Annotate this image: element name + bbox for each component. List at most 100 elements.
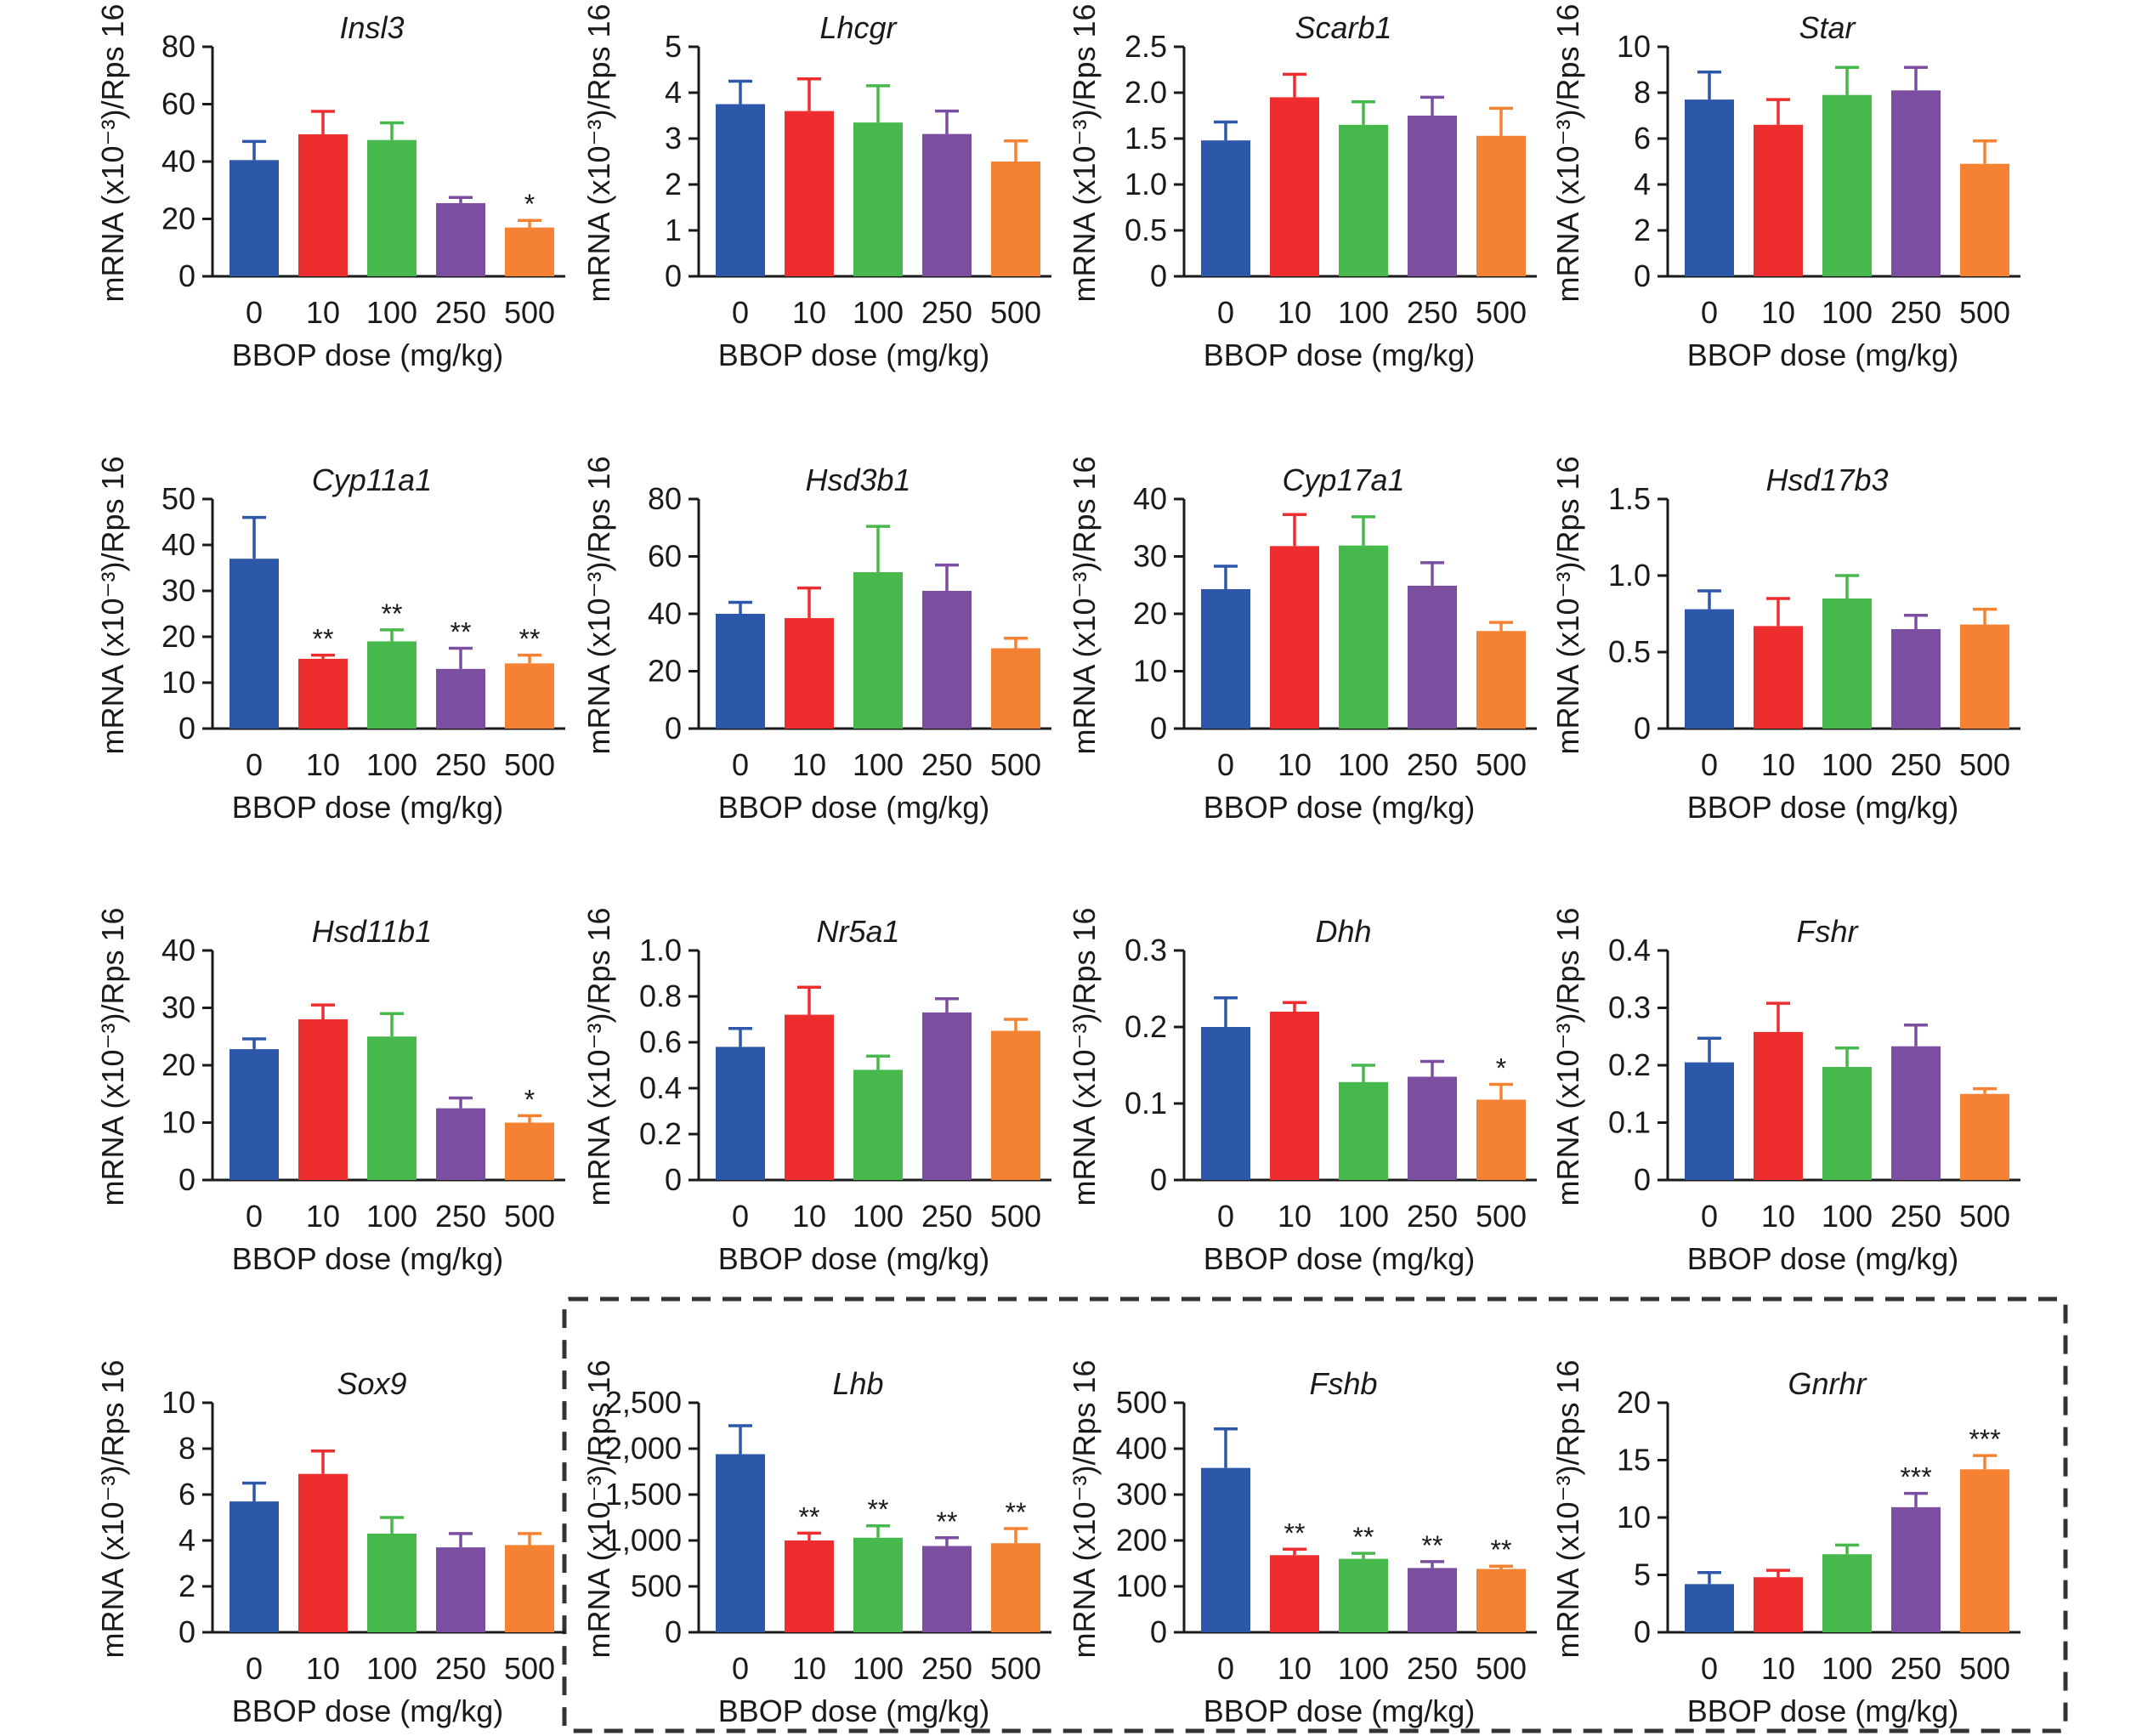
y-tick-label: 0 — [665, 711, 682, 746]
bar-500 — [505, 1545, 554, 1632]
chart-hsd11b1: Hsd11b1 mRNA (x10⁻³)/Rps 16 0 10 20 30 40 0 10 10… — [95, 907, 565, 1276]
pituitary-group-box — [562, 1296, 2068, 1733]
y-tick-label: 200 — [1116, 1523, 1167, 1557]
significance-label: ** — [1422, 1530, 1443, 1561]
y-tick-label: 4 — [665, 75, 682, 110]
bar-0 — [1685, 1584, 1734, 1632]
y-axis-label: mRNA (x10⁻³)/Rps 16 — [1550, 907, 1585, 1206]
bar-0 — [716, 1454, 765, 1632]
y-tick-label: 10 — [162, 665, 196, 700]
y-tick-label: 0 — [665, 1162, 682, 1197]
x-tick-label: 250 — [1890, 1651, 1941, 1686]
significance-label: ** — [450, 617, 472, 648]
y-tick-label: 500 — [1116, 1385, 1167, 1420]
x-tick-label: 0 — [1701, 1651, 1718, 1686]
y-axis-label: mRNA (x10⁻³)/Rps 16 — [1550, 1359, 1585, 1658]
y-axis-label: mRNA (x10⁻³)/Rps 16 — [1550, 3, 1585, 302]
significance-label: * — [1496, 1053, 1506, 1084]
y-tick-label: 40 — [162, 933, 196, 967]
y-tick-label: 0 — [178, 711, 196, 746]
y-axis-label: mRNA (x10⁻³)/Rps 16 — [581, 907, 616, 1206]
x-tick-label: 0 — [1217, 1651, 1234, 1686]
x-tick-label: 10 — [792, 1199, 826, 1234]
y-axis-label: mRNA (x10⁻³)/Rps 16 — [95, 3, 130, 302]
y-tick-label: 0 — [178, 258, 196, 293]
y-tick-label: 80 — [648, 481, 682, 516]
x-tick-label: 500 — [1959, 1651, 2010, 1686]
bar-500 — [991, 162, 1040, 276]
x-tick-label: 10 — [1278, 295, 1312, 330]
y-tick-label: 30 — [162, 573, 196, 608]
x-tick-label: 500 — [990, 747, 1041, 782]
bar-500 — [991, 1030, 1040, 1180]
x-tick-label: 0 — [246, 747, 263, 782]
bar-250 — [1408, 1568, 1457, 1632]
chart-title: Fshb — [1309, 1366, 1377, 1401]
chart-title: Cyp17a1 — [1282, 462, 1404, 497]
x-tick-label: 250 — [435, 1199, 486, 1234]
y-axis-label: mRNA (x10⁻³)/Rps 16 — [581, 3, 616, 302]
y-tick-label: 10 — [1133, 654, 1167, 689]
y-tick-label: 2.5 — [1125, 29, 1167, 64]
bar-100 — [367, 641, 416, 729]
y-tick-label: 300 — [1116, 1477, 1167, 1512]
bar-250 — [1408, 116, 1457, 276]
chart-hsd3b1: Hsd3b1 mRNA (x10⁻³)/Rps 16 0 20 40 60 80 0 10 100… — [581, 456, 1051, 825]
bar-250 — [1408, 585, 1457, 729]
y-tick-label: 2 — [665, 167, 682, 201]
x-axis-label: BBOP dose (mg/kg) — [232, 338, 503, 372]
y-tick-label: 0.2 — [1608, 1047, 1651, 1082]
bar-250 — [1408, 1076, 1457, 1180]
x-tick-label: 250 — [1407, 1199, 1458, 1234]
bar-500 — [1960, 1469, 2009, 1632]
y-tick-label: 0 — [1150, 1162, 1167, 1197]
bar-100 — [367, 1036, 416, 1180]
y-tick-label: 0.8 — [639, 979, 682, 1013]
y-tick-label: 0 — [1634, 1614, 1651, 1649]
y-axis-label: mRNA (x10⁻³)/Rps 16 — [581, 1359, 616, 1658]
bar-250 — [1891, 629, 1941, 729]
x-tick-label: 500 — [990, 295, 1041, 330]
x-tick-label: 10 — [306, 1199, 340, 1234]
y-tick-label: 0.1 — [1608, 1105, 1651, 1140]
bar-0 — [1201, 588, 1250, 729]
x-tick-label: 100 — [853, 1651, 904, 1686]
y-tick-label: 500 — [631, 1569, 682, 1603]
x-axis-label: BBOP dose (mg/kg) — [718, 338, 989, 372]
x-axis-label: BBOP dose (mg/kg) — [232, 1693, 503, 1728]
x-tick-label: 250 — [1890, 295, 1941, 330]
y-tick-label: 0.5 — [1608, 634, 1651, 669]
x-tick-label: 250 — [1890, 747, 1941, 782]
bar-10 — [785, 1540, 834, 1632]
x-tick-label: 100 — [1822, 1651, 1873, 1686]
bar-100 — [853, 1069, 903, 1180]
chart-title: Hsd3b1 — [805, 462, 910, 497]
chart-scarb1: Scarb1 mRNA (x10⁻³)/Rps 16 0 0.5 1.0 1.5 2.0 2.… — [1067, 3, 1537, 372]
y-tick-label: 1.5 — [1125, 121, 1167, 156]
bar-0 — [1685, 609, 1734, 729]
bar-500 — [1476, 631, 1526, 729]
chart-title: Star — [1799, 10, 1856, 45]
bar-500 — [991, 1543, 1040, 1632]
bar-10 — [1754, 1031, 1803, 1180]
y-tick-label: 6 — [178, 1477, 196, 1512]
bar-10 — [1754, 1577, 1803, 1632]
y-tick-label: 0.6 — [639, 1024, 682, 1059]
x-tick-label: 100 — [366, 747, 417, 782]
x-tick-label: 250 — [921, 1651, 972, 1686]
bar-0 — [230, 559, 279, 729]
chart-title: Fshr — [1797, 914, 1860, 949]
x-tick-label: 100 — [1338, 295, 1389, 330]
y-tick-label: 60 — [162, 87, 196, 122]
y-tick-label: 1.0 — [1125, 167, 1167, 201]
chart-lhb: Lhb mRNA (x10⁻³)/Rps 16 0 500 1,000 1,500 2,00… — [581, 1359, 1051, 1728]
significance-label: *** — [1900, 1462, 1931, 1493]
bar-0 — [230, 1501, 279, 1632]
x-tick-label: 500 — [1476, 295, 1527, 330]
y-tick-label: 30 — [1133, 539, 1167, 574]
significance-label: ** — [1006, 1497, 1027, 1528]
bar-0 — [716, 1047, 765, 1180]
y-axis-label: mRNA (x10⁻³)/Rps 16 — [95, 456, 130, 754]
bar-500 — [1476, 135, 1526, 276]
